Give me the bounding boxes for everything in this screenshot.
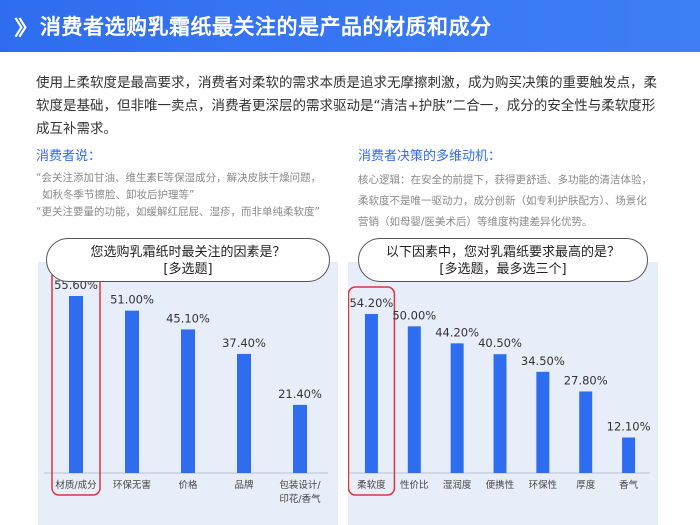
quote-line: 如秋冬季节擦脸、卸妆后护理等” <box>42 189 195 201</box>
category-label: 厚度 <box>576 479 596 491</box>
bar <box>181 329 195 473</box>
bar-value-label: 37.40% <box>222 336 266 350</box>
chart-panel-left: 55.60% 材质/成分 51.00% 环保无害 45.10% 价格 37.40% 品牌 21.… <box>38 262 338 525</box>
bar <box>293 404 307 473</box>
page-title: 消费者选购乳霜纸最关注的是产品的材质和成分 <box>40 15 492 39</box>
bar-value-label: 34.50% <box>521 354 565 368</box>
bar <box>622 437 636 473</box>
logic-line: 营销（如母婴/医美术后）等维度构建差异化优势。 <box>358 216 593 228</box>
category-label: 性价比 <box>400 479 429 491</box>
category-label: 环保性 <box>529 479 558 491</box>
category-label: 印花/香气 <box>279 493 321 505</box>
decision-logic: 消费者决策的多维动机： 核心逻辑：在安全的前提下，获得更舒适、多功能的清洁体验，… <box>358 145 678 233</box>
category-label: 材质/成分 <box>55 479 97 491</box>
logic-line: 柔软度不是唯一驱动力，成分创新（如专利护肤配方）、场景化 <box>358 195 647 207</box>
bar-chart-right: 54.20% 柔软度 50.00% 性价比 44.20% 湿润度 40.50% 便携性 34.5… <box>346 286 651 496</box>
bar <box>69 296 83 473</box>
bar <box>536 371 550 473</box>
bar <box>450 343 464 473</box>
bar-value-label: 12.10% <box>607 420 651 434</box>
bar <box>579 391 593 473</box>
quote-line: “会关注添加甘油、维生素E等保湿成分，解决皮肤干燥问题， <box>36 172 322 184</box>
chart-subtitle-left: [多选题] <box>163 262 213 277</box>
bar-value-label: 50.00% <box>392 308 436 322</box>
logic-line: 核心逻辑：在安全的前提下，获得更舒适、多功能的清洁体验， <box>358 174 652 186</box>
category-label: 柔软度 <box>357 479 386 491</box>
bar <box>237 353 251 473</box>
quote-line: “更关注要量的功能，如缓解红屁屁、湿疹，而非单纯柔软度” <box>36 206 320 218</box>
category-label: 香气 <box>619 479 639 491</box>
page-header: 〉〉 消费者选购乳霜纸最关注的是产品的材质和成分 <box>0 0 700 52</box>
bar <box>125 310 139 473</box>
bar-value-label: 27.80% <box>564 373 608 387</box>
intro-paragraph: 使用上柔软度是最高要求，消费者对柔软的需求本质是追求无摩擦刺激，成为购买决策的重… <box>36 75 657 137</box>
decision-logic-title: 消费者决策的多维动机： <box>358 149 502 164</box>
chart-title-left: 您选购乳霜纸时最关注的因素是？ <box>90 245 286 260</box>
category-label: 湿润度 <box>443 479 472 491</box>
chart-panel-right: 54.20% 柔软度 50.00% 性价比 44.20% 湿润度 40.50% 便携性 34.5… <box>346 262 658 525</box>
consumer-quotes-title: 消费者说： <box>36 149 102 164</box>
bar-value-label: 51.00% <box>110 293 154 307</box>
chart-question-left: 您选购乳霜纸时最关注的因素是？ [多选题] <box>46 238 330 282</box>
chart-subtitle-right: [多选题，最多选三个] <box>439 262 567 277</box>
bar-value-label: 40.50% <box>478 336 522 350</box>
consumer-quotes: 消费者说： “会关注添加甘油、维生素E等保湿成分，解决皮肤干燥问题， 如秋冬季节… <box>36 145 336 221</box>
bar-value-label: 44.20% <box>435 325 479 339</box>
highlight-outline <box>347 286 396 496</box>
category-label: 便携性 <box>486 479 515 491</box>
bar <box>407 326 421 473</box>
bar <box>493 354 507 473</box>
chart-question-right: 以下因素中，您对乳霜纸要求最高的是？ [多选题，最多选三个] <box>358 238 648 282</box>
category-label: 包装设计/ <box>279 479 321 491</box>
bar-chart-left: 55.60%材质/成分51.00%环保无害45.10%价格37.40%品牌21.… <box>44 268 328 505</box>
bar-value-label: 45.10% <box>166 311 210 325</box>
bar <box>364 314 378 473</box>
category-label: 品牌 <box>234 479 254 491</box>
bar-value-label: 21.40% <box>278 387 322 401</box>
category-label: 价格 <box>178 479 198 491</box>
double-chevron-icon: 〉〉 <box>14 15 38 40</box>
bar-value-label: 54.20% <box>349 296 393 310</box>
chart-title-right: 以下因素中，您对乳霜纸要求最高的是？ <box>385 245 620 260</box>
category-label: 环保无害 <box>113 479 151 491</box>
